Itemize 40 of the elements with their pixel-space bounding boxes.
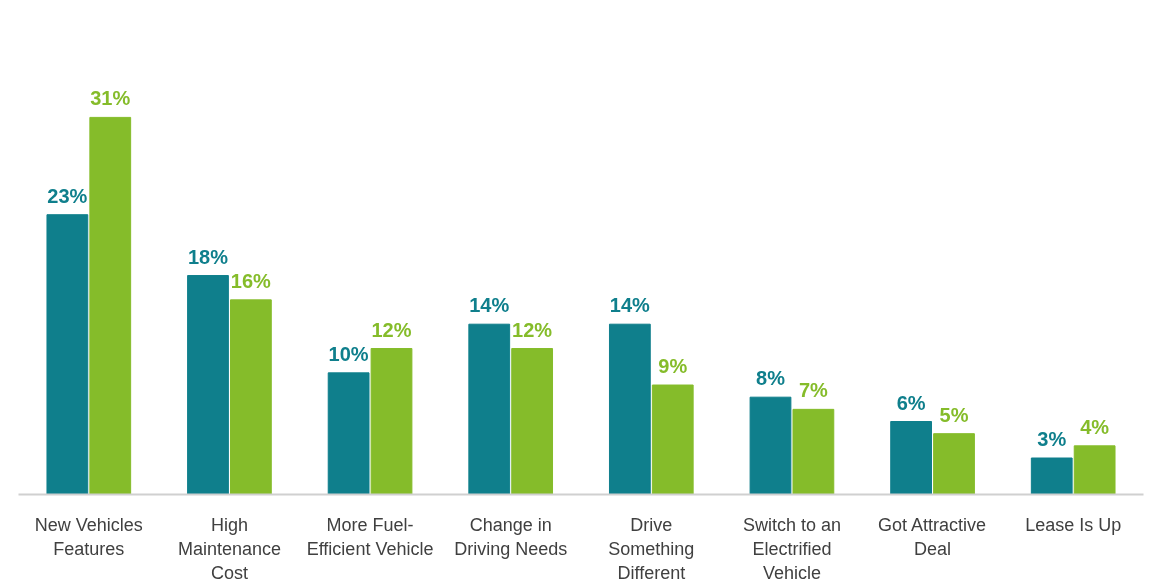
data-label: 4% — [1080, 415, 1110, 438]
data-label: 12% — [512, 318, 553, 341]
bar — [1030, 457, 1073, 495]
bar — [187, 275, 229, 495]
x-tick-label: Drive Something Different — [608, 514, 695, 583]
data-label: 16% — [230, 269, 272, 292]
bar — [229, 299, 272, 495]
bar — [46, 214, 89, 495]
data-label: 14% — [469, 294, 510, 317]
bar — [608, 323, 651, 495]
data-label: 10% — [328, 342, 369, 365]
x-tick-label: Switch to an Electrified Vehicle — [742, 514, 841, 583]
data-label: 7% — [798, 379, 829, 402]
bar — [933, 433, 975, 495]
bar — [651, 384, 694, 495]
x-tick-label: New Vehicles Features — [34, 514, 143, 559]
data-label: 18% — [187, 245, 229, 268]
x-tick-label: Lease Is Up — [1025, 514, 1122, 535]
data-label: 8% — [756, 367, 786, 390]
bar — [890, 421, 933, 495]
bar — [370, 348, 413, 495]
data-label: 5% — [939, 403, 969, 426]
bar — [792, 408, 835, 495]
bar — [1073, 445, 1116, 495]
bar — [749, 396, 792, 495]
x-tick-label: High Maintenance Cost — [177, 514, 281, 583]
bar — [89, 116, 132, 495]
data-label: 3% — [1037, 428, 1067, 451]
data-label: 23% — [47, 184, 88, 207]
x-tick-label: Got Attractive Deal — [878, 514, 987, 559]
x-tick-label: Change in Driving Needs — [454, 514, 568, 559]
bar — [468, 323, 511, 495]
data-label: 14% — [609, 294, 651, 317]
data-label: 31% — [90, 87, 131, 110]
bar — [511, 348, 554, 495]
bar — [327, 372, 370, 495]
data-label: 6% — [896, 391, 926, 414]
x-tick-label: More Fuel- Efficient Vehicle — [306, 514, 434, 559]
data-label: 12% — [371, 318, 412, 341]
data-label: 9% — [658, 355, 688, 378]
